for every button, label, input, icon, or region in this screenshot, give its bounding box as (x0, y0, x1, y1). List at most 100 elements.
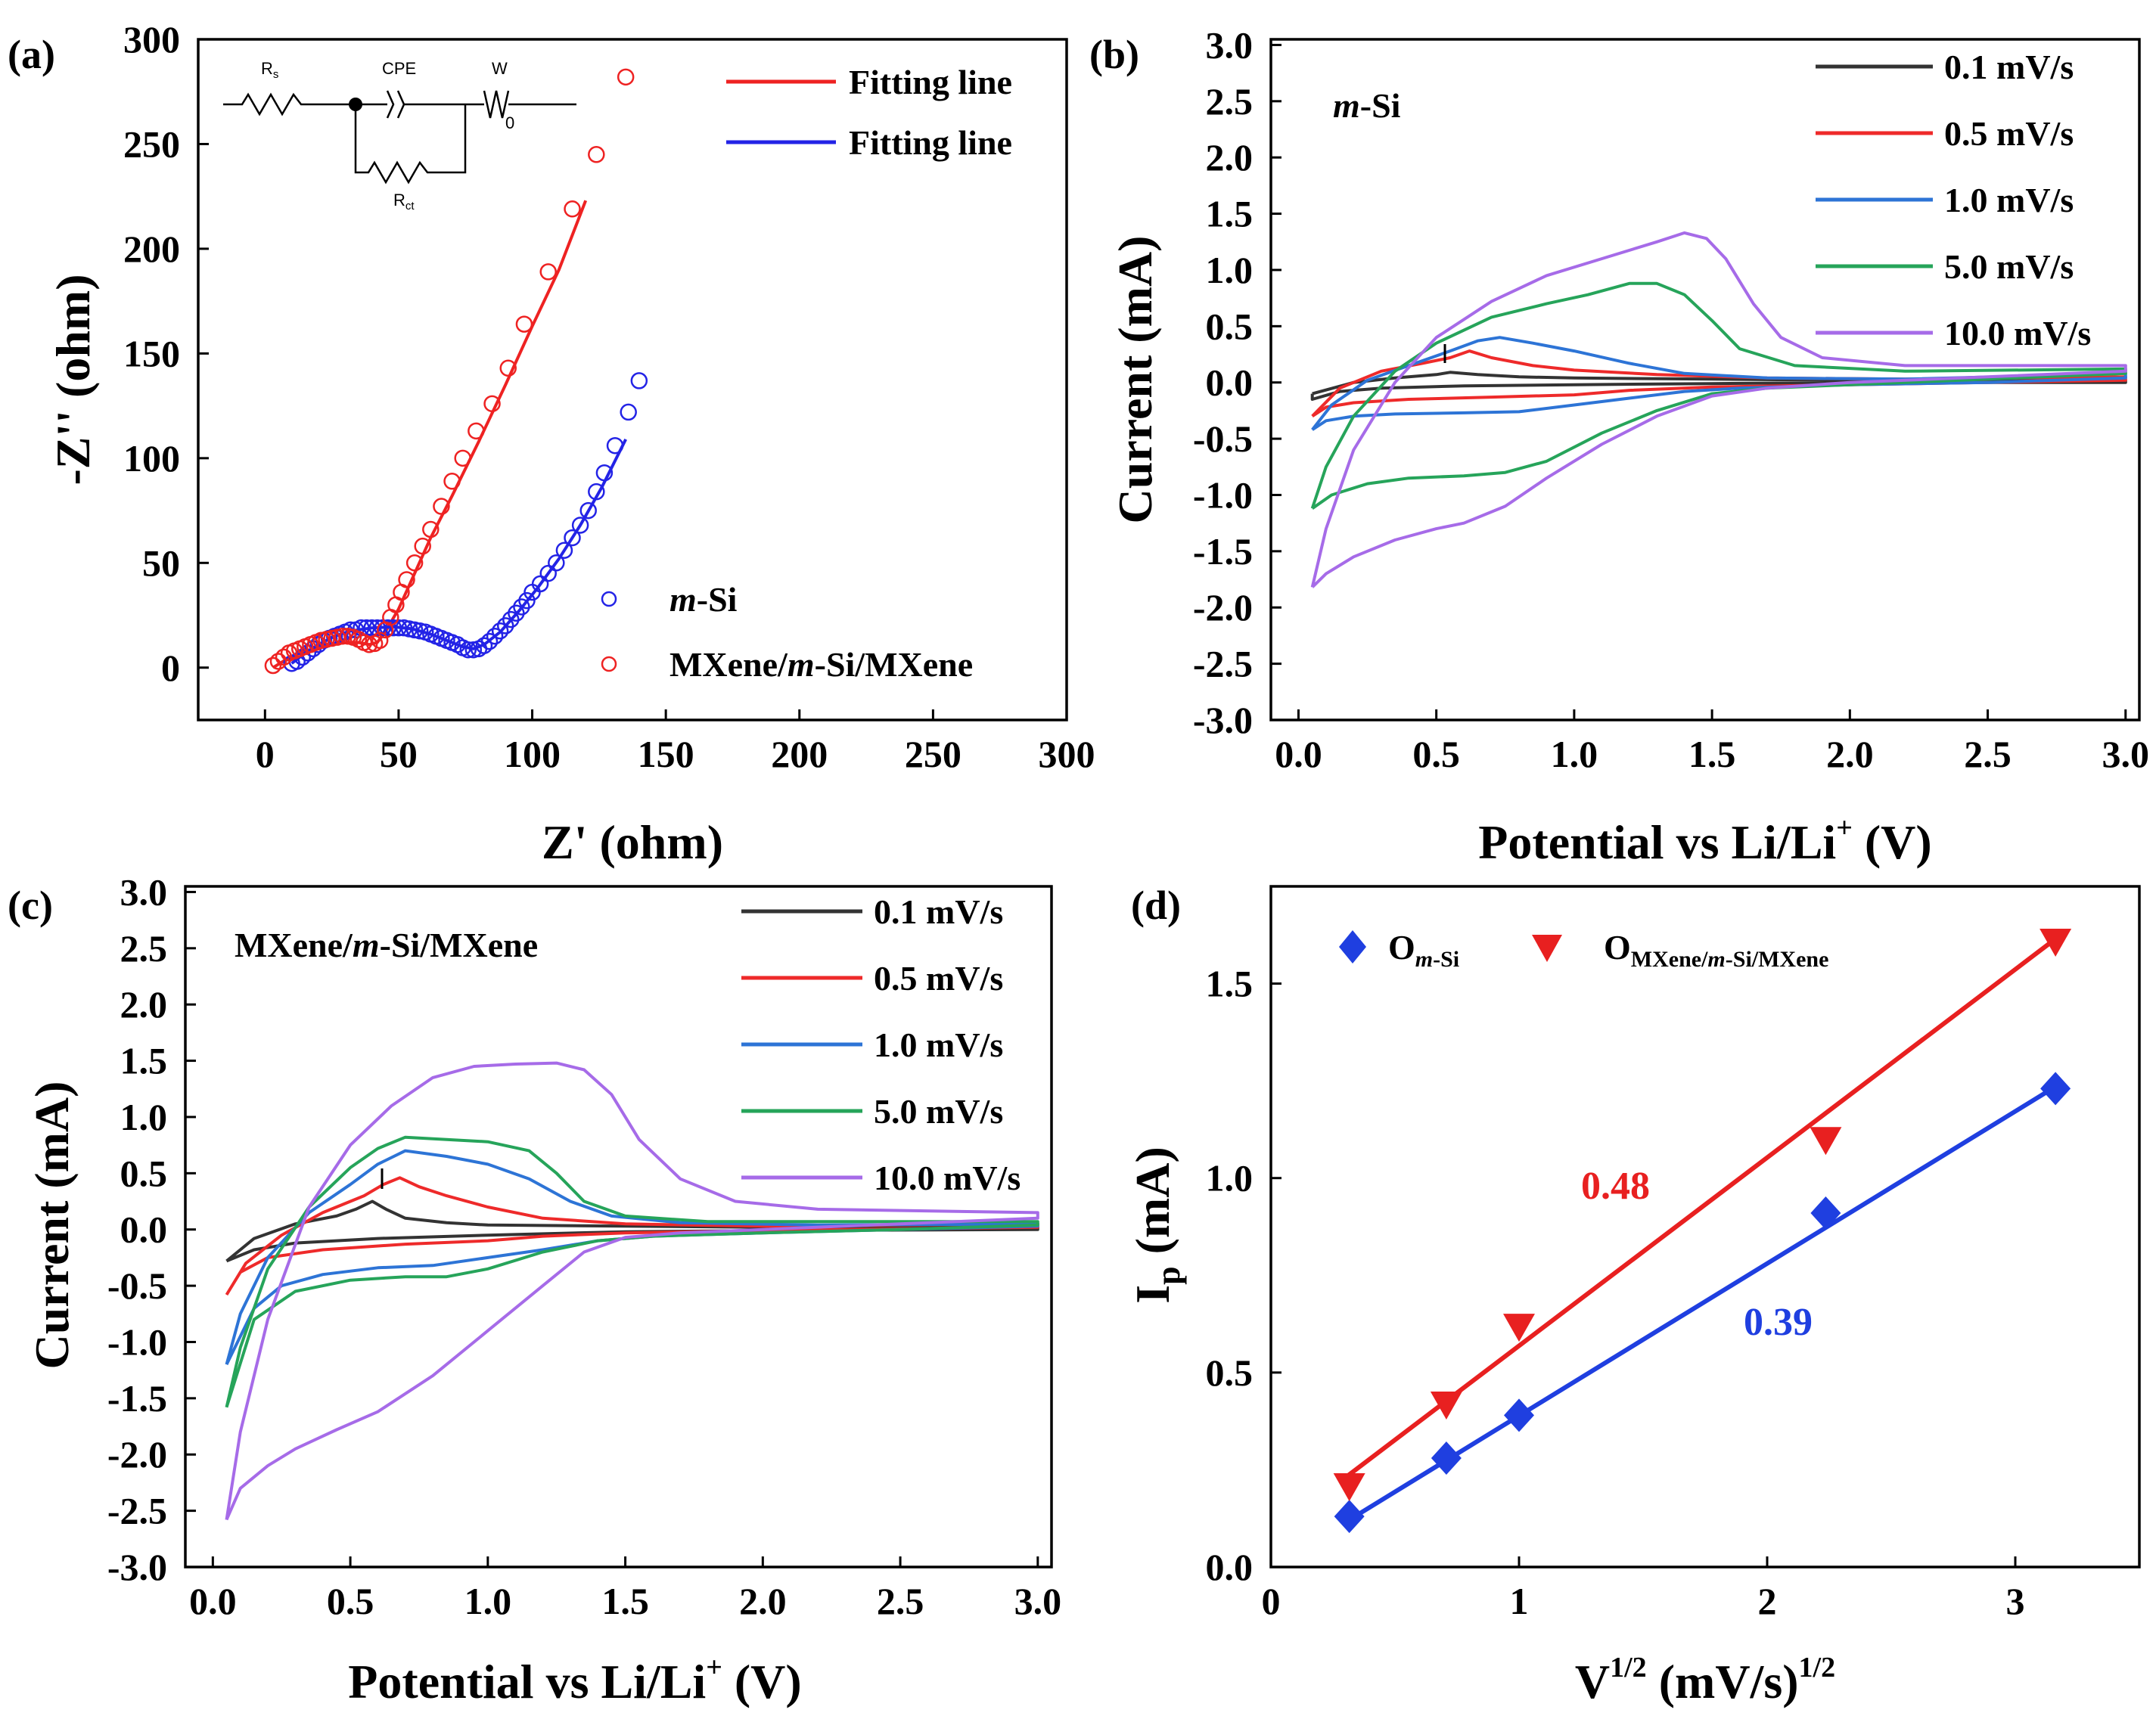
panel-a-xtick-label: 0 (256, 733, 275, 775)
eis-point-mxene (539, 263, 557, 281)
legend-mxene-triangle (1532, 935, 1562, 962)
eis-point-msi (620, 403, 637, 421)
eis-point-mxene (269, 653, 287, 670)
panel-a-xtick-label: 300 (1039, 733, 1095, 775)
legend-msi-text: Om-Si (1388, 928, 1459, 972)
panel-d-xlabel: V1/2 (mV/s)1/2 (1575, 1652, 1835, 1708)
eis-point-msi (486, 627, 504, 645)
ip-point-msi (1334, 1500, 1365, 1534)
ip-point-msi (2040, 1072, 2071, 1106)
panel-b-ytick-label: -2.5 (1193, 643, 1253, 685)
panel-d-legend: Om-Si OMXene/m-Si/MXene (1339, 928, 1828, 972)
rs-resistor (223, 92, 356, 116)
panel-a-ticks: 0 50 100 150 200 250 300 0 50 100 150 200 250 300 (123, 18, 1095, 775)
eis-point-msi (548, 554, 565, 572)
ip-point-msi (1810, 1196, 1841, 1230)
panel-a-ytick-label: 250 (123, 123, 180, 165)
ip-point-mxene (1810, 1127, 1842, 1156)
panel-a-ytick-label: 300 (123, 18, 180, 61)
cv-curve-1-0-mV-s (225, 1149, 1039, 1366)
equivalent-circuit (223, 90, 576, 185)
cv-curve-0-5-mV-s (225, 1176, 1039, 1296)
panel-b-ylabel: Current (mA) (1108, 236, 1162, 524)
eis-point-mxene (564, 200, 581, 218)
panel-b-ytick-label: -1.0 (1193, 473, 1253, 516)
legend-label-1: 0.5 mV/s (1944, 114, 2074, 153)
panel-d-ytick-label: 0.0 (1206, 1546, 1254, 1588)
panel-b-ytick-label: 2.0 (1206, 136, 1254, 178)
legend-fit-red-label: Fitting line (849, 63, 1012, 101)
panel-b-ytick-label: -2.0 (1193, 586, 1253, 628)
panel-b-legend: 0.1 mV/s 0.5 mV/s 1.0 mV/s 5.0 mV/s 10.0 mV/… (1816, 48, 2091, 352)
legend-mxene-text: OMXene/m-Si/MXene (1604, 928, 1828, 972)
panel-b-ytick-label: 2.5 (1206, 80, 1254, 123)
panel-a-points (264, 68, 648, 675)
panel-c-ylabel: Current (mA) (25, 1081, 79, 1370)
legend-mxene-marker (601, 656, 617, 672)
fit-line-msi (1344, 1085, 2057, 1525)
panel-c-xtick-label: 2.5 (877, 1580, 924, 1622)
panel-c-ytick-label: -2.5 (107, 1490, 167, 1532)
eis-point-mxene (371, 631, 389, 650)
ip-point-mxene (1503, 1314, 1535, 1342)
panel-b-ytick-label: 1.5 (1206, 193, 1254, 235)
panel-c-legend: 0.1 mV/s 0.5 mV/s 1.0 mV/s 5.0 mV/s 10.0 mV/… (741, 892, 1021, 1197)
ip-point-mxene (1430, 1392, 1462, 1420)
panel-c-sample-label: MXene/m-Si/MXene (235, 926, 538, 964)
eis-point-msi (390, 619, 408, 637)
panel-c-label: (c) (8, 883, 53, 928)
eis-point-msi (384, 619, 402, 637)
panel-b-ytick-label: 0.5 (1206, 305, 1254, 347)
panel-a-ytick-label: 150 (123, 332, 180, 374)
ip-point-mxene (1333, 1473, 1365, 1501)
panel-b-ytick-label: -1.5 (1193, 530, 1253, 573)
panel-a-ytick-label: 200 (123, 228, 180, 270)
panel-b-ytick-label: 1.0 (1206, 249, 1254, 291)
panel-d-frame (1269, 885, 2141, 1569)
cpe-label: CPE (382, 59, 416, 78)
panel-b-xlabel: Potential vs Li/Li+ (V) (1478, 812, 1931, 869)
panel-d-xtick-label: 0 (1262, 1580, 1281, 1622)
panel-b-ytick-label: -3.0 (1193, 699, 1253, 741)
panel-c-xtick-label: 0.0 (189, 1580, 237, 1622)
panel-c-ytick-label: -0.5 (107, 1265, 167, 1307)
panel-b: (b) 0.0 0.5 1.0 1.5 2.0 2.5 3.0 -3.0 -2.5 -2.0 -1.… (1089, 23, 2149, 869)
panel-c-ytick-label: -1.0 (107, 1320, 167, 1363)
eis-point-msi (475, 637, 493, 654)
panel-d-ylabel: Ip (mA) (1126, 1147, 1187, 1304)
panel-b-xtick-label: 2.5 (1964, 733, 2012, 775)
panel-b-xtick-label: 3.0 (2102, 733, 2150, 775)
legend-fit-blue-label: Fitting line (849, 123, 1012, 162)
legend-label-3: 5.0 mV/s (1944, 247, 2074, 286)
panel-a-ytick-label: 0 (161, 647, 180, 689)
cv-curve-10-0-mV-s (225, 1061, 1039, 1521)
panel-c-ytick-label: 3.0 (120, 870, 168, 913)
panel-c-ticks: 0.0 0.5 1.0 1.5 2.0 2.5 3.0 -3.0 -2.5 -2.0 -1.5 -1.… (107, 870, 1061, 1622)
eis-point-mxene (588, 146, 605, 163)
panel-d-xtick-label: 1 (1510, 1580, 1529, 1622)
panel-a-legend: Fitting line Fitting line m-Si MXene/m-S… (601, 63, 1012, 684)
circuit-node (349, 98, 362, 111)
panel-d-xtick-label: 3 (2006, 1580, 2025, 1622)
eis-point-mxene (398, 571, 415, 588)
eis-point-mxene (617, 68, 635, 86)
panel-c-ytick-label: 1.5 (120, 1040, 168, 1082)
fit-line-1 (290, 439, 627, 665)
eis-point-msi (459, 641, 477, 659)
panel-d-label: (d) (1131, 883, 1181, 928)
rct-resistor (354, 104, 467, 185)
eis-point-mxene (454, 449, 471, 467)
panel-c-ytick-label: 2.5 (120, 927, 168, 970)
panel-d-xtick-label: 2 (1758, 1580, 1777, 1622)
panel-a-xtick-label: 250 (905, 733, 962, 775)
eis-point-mxene (443, 473, 461, 490)
panel-b-xtick-label: 0.5 (1412, 733, 1460, 775)
panel-c-ytick-label: 0.5 (120, 1152, 168, 1194)
panel-d-ytick-label: 1.0 (1206, 1157, 1254, 1199)
eis-point-msi (571, 517, 589, 534)
panel-c-ytick-label: 0.0 (120, 1209, 168, 1251)
panel-a-frame (197, 38, 1068, 721)
legend-label-1: 0.5 mV/s (874, 959, 1003, 998)
panel-a-ytick-label: 100 (123, 437, 180, 479)
